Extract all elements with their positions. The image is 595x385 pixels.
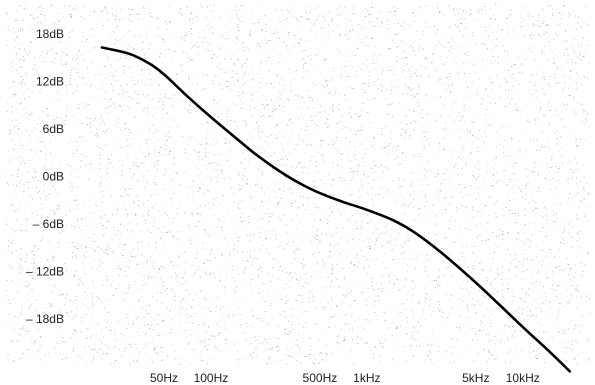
x-tick-label: 100Hz [194,371,229,385]
x-tick-label: 1kHz [353,371,380,385]
y-tick-label: 0dB [43,170,64,184]
y-tick-label: 12dB [36,75,64,89]
x-tick-label: 500Hz [303,371,338,385]
x-tick-label: 10kHz [506,371,540,385]
x-tick-label: 50Hz [150,371,178,385]
y-tick-label: – 18dB [26,312,64,326]
y-tick-label: 6dB [43,122,64,136]
paper-texture [6,4,591,365]
x-axis-tick-labels: 50Hz 100Hz 500Hz 1kHz 5kHz 10kHz [150,371,540,385]
response-curves [100,46,571,373]
y-tick-label: 18dB [36,27,64,41]
y-tick-label: – 6dB [33,217,64,231]
y-tick-label: – 12dB [26,265,64,279]
x-tick-label: 5kHz [462,371,489,385]
y-axis-tick-labels: 18dB 12dB 6dB 0dB – 6dB – 12dB – 18dB [26,27,64,326]
response-curve-line [100,46,571,373]
